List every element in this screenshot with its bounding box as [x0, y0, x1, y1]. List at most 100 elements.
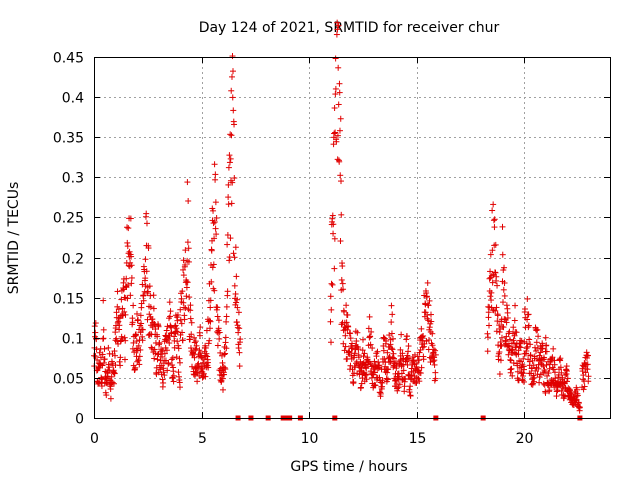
data-point [194, 378, 201, 385]
data-point [202, 344, 209, 351]
chart-title: Day 124 of 2021, SRMTID for receiver chu… [199, 20, 500, 36]
data-point [498, 334, 505, 341]
data-point [383, 338, 390, 345]
data-point [184, 239, 191, 246]
data-point [182, 305, 189, 312]
data-point [389, 311, 396, 318]
data-point [235, 309, 242, 316]
data-point [423, 290, 430, 297]
data-point [525, 311, 532, 318]
data-point [118, 296, 125, 303]
data-point [191, 334, 198, 341]
data-point [174, 338, 181, 345]
data-point [119, 305, 126, 312]
data-point [536, 379, 543, 386]
data-point [347, 330, 354, 337]
data-point [485, 309, 492, 316]
data-point [494, 312, 501, 319]
data-point [432, 347, 439, 354]
data-point [496, 329, 503, 336]
data-point [359, 347, 366, 354]
data-point [166, 299, 173, 306]
data-point [576, 404, 583, 411]
data-point [124, 295, 131, 302]
data-point [502, 316, 509, 323]
data-point [161, 372, 168, 379]
data-point [542, 334, 549, 341]
data-point [225, 164, 232, 171]
data-point [533, 327, 540, 334]
data-point [337, 172, 344, 179]
data-point [406, 355, 413, 362]
data-point [426, 297, 433, 304]
data-point [510, 337, 517, 344]
data-point [377, 390, 384, 397]
data-point [344, 311, 351, 318]
data-point [138, 320, 145, 327]
data-point [336, 127, 343, 134]
data-point [563, 370, 570, 377]
data-point [222, 366, 229, 373]
data-point [347, 335, 354, 342]
data-point [230, 107, 237, 114]
plot-frame [94, 57, 611, 419]
data-point [108, 373, 115, 380]
data-point [388, 319, 395, 326]
data-point [173, 325, 180, 332]
data-point [212, 225, 219, 232]
data-point [119, 312, 126, 319]
data-point [511, 340, 518, 347]
data-point [332, 129, 339, 136]
data-point [484, 334, 491, 341]
data-point [168, 324, 175, 331]
data-point [533, 339, 540, 346]
data-point [136, 353, 143, 360]
data-point [332, 55, 339, 62]
data-point [213, 231, 220, 238]
data-point [212, 176, 219, 183]
data-point [428, 318, 435, 325]
data-point [127, 292, 134, 299]
data-point [532, 367, 539, 374]
data-point [135, 342, 142, 349]
data-point [199, 374, 206, 381]
data-point [430, 358, 437, 365]
data-point [579, 368, 586, 375]
data-point [503, 319, 510, 326]
data-point [406, 389, 413, 396]
data-point [345, 323, 352, 330]
data-point [175, 369, 182, 376]
data-point [350, 379, 357, 386]
data-point [128, 253, 135, 260]
data-point [155, 323, 162, 330]
data-point [216, 329, 223, 336]
data-point [137, 346, 144, 353]
data-point [397, 346, 404, 353]
data-point [405, 343, 412, 350]
data-point [551, 361, 558, 368]
data-point [135, 316, 142, 323]
data-point [511, 317, 518, 324]
data-point [111, 369, 118, 376]
data-point [381, 355, 388, 362]
data-point [559, 374, 566, 381]
data-point [188, 319, 195, 326]
data-point [583, 349, 590, 356]
data-point [425, 337, 432, 344]
data-point [175, 345, 182, 352]
data-point [332, 85, 339, 92]
data-point [518, 337, 525, 344]
data-point [426, 324, 433, 331]
data-point [390, 355, 397, 362]
data-point [344, 326, 351, 333]
data-point [334, 19, 341, 26]
data-point [390, 364, 397, 371]
data-point [228, 73, 235, 80]
data-point [352, 328, 359, 335]
data-point [425, 302, 432, 309]
data-point [333, 138, 340, 145]
data-point [110, 380, 117, 387]
data-point [139, 281, 146, 288]
data-point [205, 364, 212, 371]
data-point [546, 387, 553, 394]
